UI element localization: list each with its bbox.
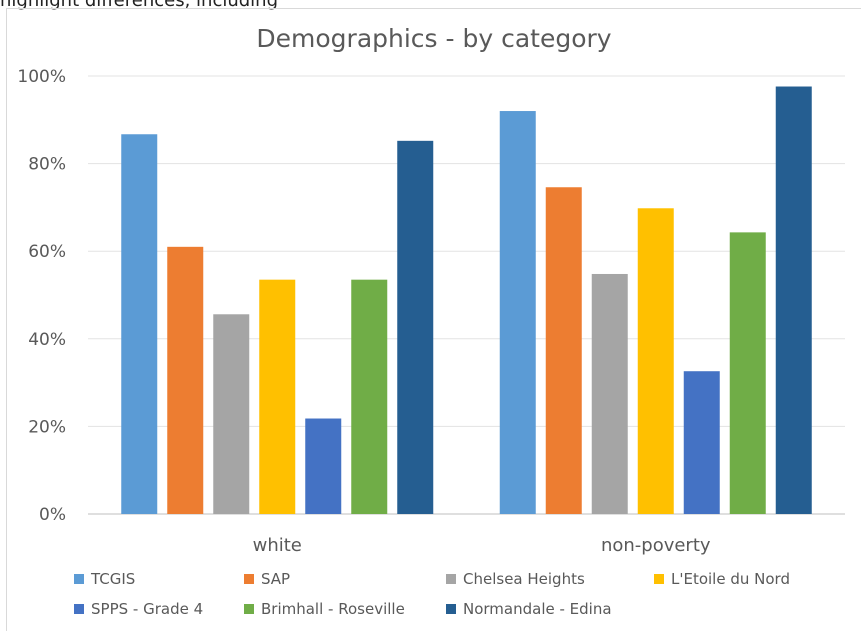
legend-label: SPPS - Grade 4: [91, 600, 204, 618]
legend-item: L'Etoile du Nord: [654, 570, 790, 588]
chart-title: Demographics - by category: [256, 24, 612, 53]
legend-swatch: [244, 574, 254, 584]
bar: [545, 187, 582, 514]
y-tick-label: 60%: [28, 242, 66, 262]
y-tick-label: 40%: [28, 330, 66, 350]
legend-item: SAP: [244, 570, 290, 588]
legend-swatch: [244, 604, 254, 614]
legend-swatch: [74, 574, 84, 584]
bar: [775, 86, 812, 515]
page-text-fragment: highlight differences, including: [0, 0, 279, 11]
legend-item: Brimhall - Roseville: [244, 600, 405, 618]
bar: [167, 246, 204, 514]
bar: [683, 371, 720, 514]
legend-label: Brimhall - Roseville: [261, 600, 405, 618]
legend-label: SAP: [261, 570, 291, 588]
bar: [213, 314, 250, 514]
y-tick-label: 0%: [39, 505, 66, 525]
legend-item: Chelsea Heights: [446, 570, 585, 588]
legend-item: SPPS - Grade 4: [74, 600, 203, 618]
bar: [637, 208, 674, 514]
bar: [499, 111, 536, 514]
legend-item: Normandale - Edina: [446, 600, 612, 618]
legend-swatch: [654, 574, 664, 584]
chart-legend: TCGIS SAP Chelsea Heights L'Etoile du Nord S…: [74, 566, 844, 626]
bar: [351, 279, 388, 514]
legend-swatch: [446, 574, 456, 584]
legend-swatch: [74, 604, 84, 614]
legend-label: L'Etoile du Nord: [671, 570, 790, 588]
y-tick-label: 20%: [28, 417, 66, 437]
legend-label: TCGIS: [91, 570, 136, 588]
bar: [121, 134, 158, 514]
bar: [591, 273, 628, 514]
x-tick-label: white: [253, 535, 302, 556]
y-tick-label: 80%: [28, 155, 66, 175]
bar: [397, 140, 434, 514]
legend-label: Chelsea Heights: [463, 570, 585, 588]
x-tick-label: non-poverty: [601, 535, 711, 556]
bar: [305, 418, 342, 514]
legend-swatch: [446, 604, 456, 614]
y-tick-label: 100%: [17, 67, 66, 87]
bar: [259, 279, 296, 514]
legend-item: TCGIS: [74, 570, 135, 588]
legend-label: Normandale - Edina: [463, 600, 612, 618]
bar: [729, 232, 766, 514]
chart-area: Demographics - by category: [6, 8, 861, 631]
